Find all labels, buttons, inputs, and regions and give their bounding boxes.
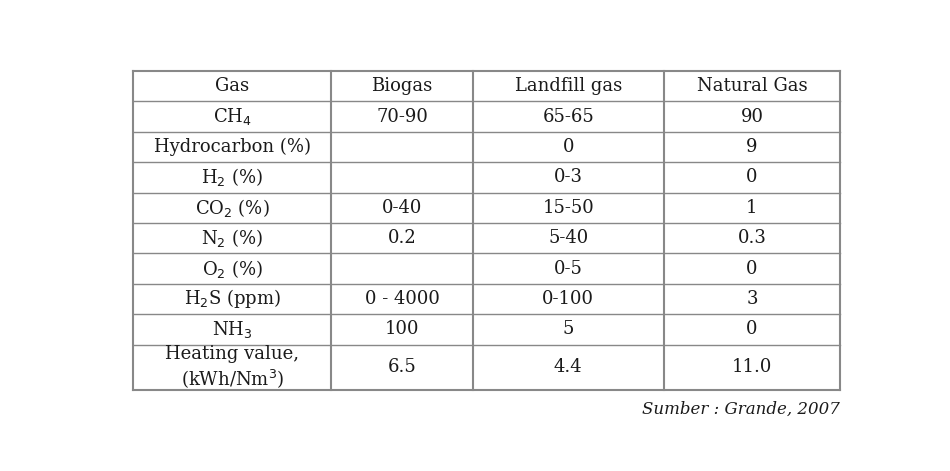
Text: 100: 100 xyxy=(385,320,419,338)
Text: 90: 90 xyxy=(740,107,764,126)
Text: 0.3: 0.3 xyxy=(737,229,767,247)
Text: 6.5: 6.5 xyxy=(388,358,416,376)
Text: NH$_3$: NH$_3$ xyxy=(212,319,253,340)
Text: 1: 1 xyxy=(746,199,758,217)
Text: 0: 0 xyxy=(746,169,758,187)
Text: 0-3: 0-3 xyxy=(554,169,582,187)
Text: H$_2$ (%): H$_2$ (%) xyxy=(201,166,263,188)
Text: 3: 3 xyxy=(746,290,758,308)
Text: N$_2$ (%): N$_2$ (%) xyxy=(201,227,263,249)
Text: 0-100: 0-100 xyxy=(542,290,594,308)
Text: 4.4: 4.4 xyxy=(554,358,582,376)
Text: 0 - 4000: 0 - 4000 xyxy=(365,290,440,308)
Text: 0-40: 0-40 xyxy=(382,199,422,217)
Text: Biogas: Biogas xyxy=(371,77,432,95)
Text: CH$_4$: CH$_4$ xyxy=(213,106,252,127)
Text: 5: 5 xyxy=(562,320,574,338)
Text: 70-90: 70-90 xyxy=(376,107,428,126)
Text: O$_2$ (%): O$_2$ (%) xyxy=(202,258,263,280)
Text: 11.0: 11.0 xyxy=(732,358,772,376)
Text: H$_2$S (ppm): H$_2$S (ppm) xyxy=(184,287,281,310)
Text: 0.2: 0.2 xyxy=(388,229,416,247)
Text: 0-5: 0-5 xyxy=(554,260,582,277)
Text: Landfill gas: Landfill gas xyxy=(515,77,622,95)
Text: 65-65: 65-65 xyxy=(542,107,594,126)
Text: Hydrocarbon (%): Hydrocarbon (%) xyxy=(154,138,311,156)
Text: CO$_2$ (%): CO$_2$ (%) xyxy=(195,197,270,219)
Text: Sumber : Grande, 2007: Sumber : Grande, 2007 xyxy=(642,401,840,418)
Text: 0: 0 xyxy=(746,320,758,338)
Text: 15-50: 15-50 xyxy=(542,199,594,217)
Text: 9: 9 xyxy=(746,138,758,156)
Text: Natural Gas: Natural Gas xyxy=(696,77,808,95)
Text: 0: 0 xyxy=(562,138,574,156)
Text: 5-40: 5-40 xyxy=(548,229,588,247)
Text: Heating value,
(kWh/Nm$^3$): Heating value, (kWh/Nm$^3$) xyxy=(165,345,299,390)
Text: 0: 0 xyxy=(746,260,758,277)
Text: Gas: Gas xyxy=(216,77,250,95)
